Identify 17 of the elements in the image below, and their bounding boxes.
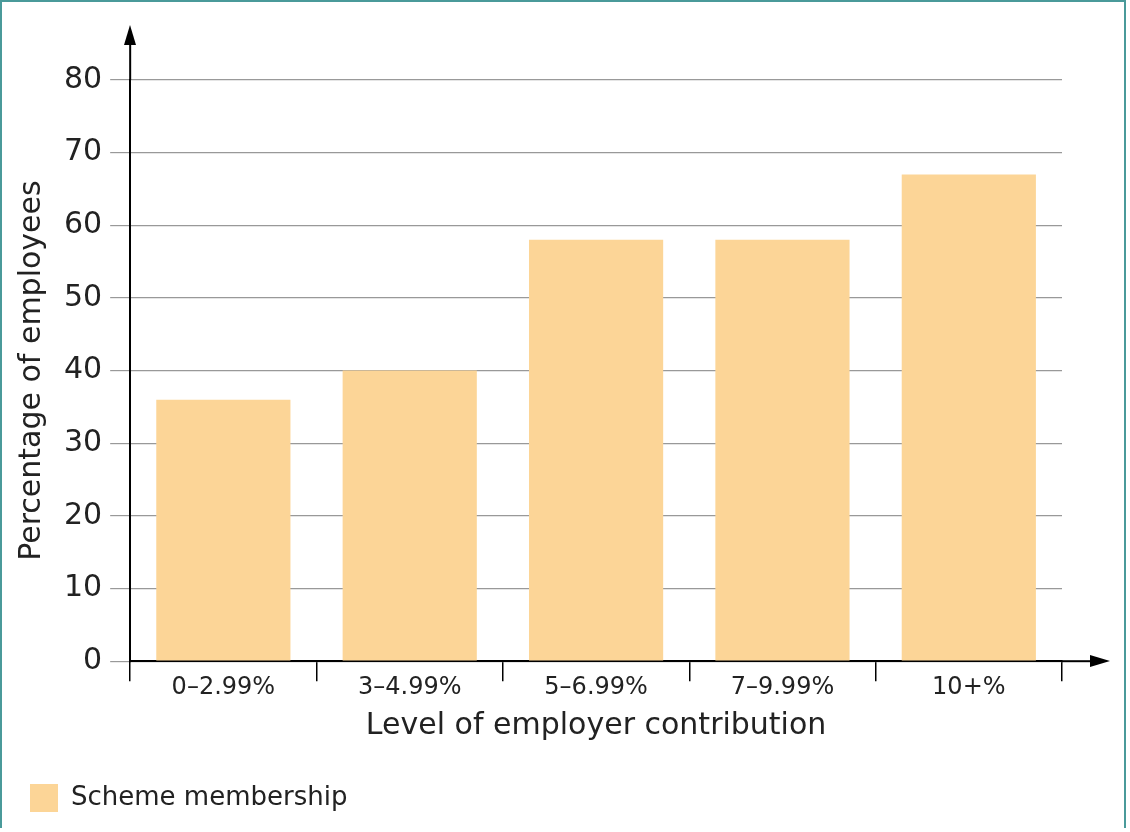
y-axis-title: Percentage of employees <box>11 180 47 561</box>
x-tick-label: 7–9.99% <box>730 671 835 700</box>
y-tick-label: 80 <box>63 59 103 95</box>
x-tick-label: 5–6.99% <box>544 671 648 700</box>
y-tick-label: 60 <box>63 205 103 241</box>
y-tick-label: 40 <box>63 350 103 386</box>
y-tick-label: 70 <box>63 132 103 168</box>
x-axis-title: Level of employer contribution <box>365 705 827 741</box>
x-tick-label: 0–2.99% <box>171 671 276 700</box>
y-tick-label: 10 <box>63 568 103 604</box>
y-tick-label: 30 <box>63 423 103 459</box>
y-tick-label: 20 <box>63 495 103 531</box>
y-tick-label: 0 <box>83 641 103 676</box>
legend-label: Scheme membership <box>71 780 348 811</box>
y-tick-label: 50 <box>63 277 103 313</box>
x-tick-label: 3–4.99% <box>357 671 462 700</box>
x-tick-label: 10+% <box>932 671 1006 700</box>
